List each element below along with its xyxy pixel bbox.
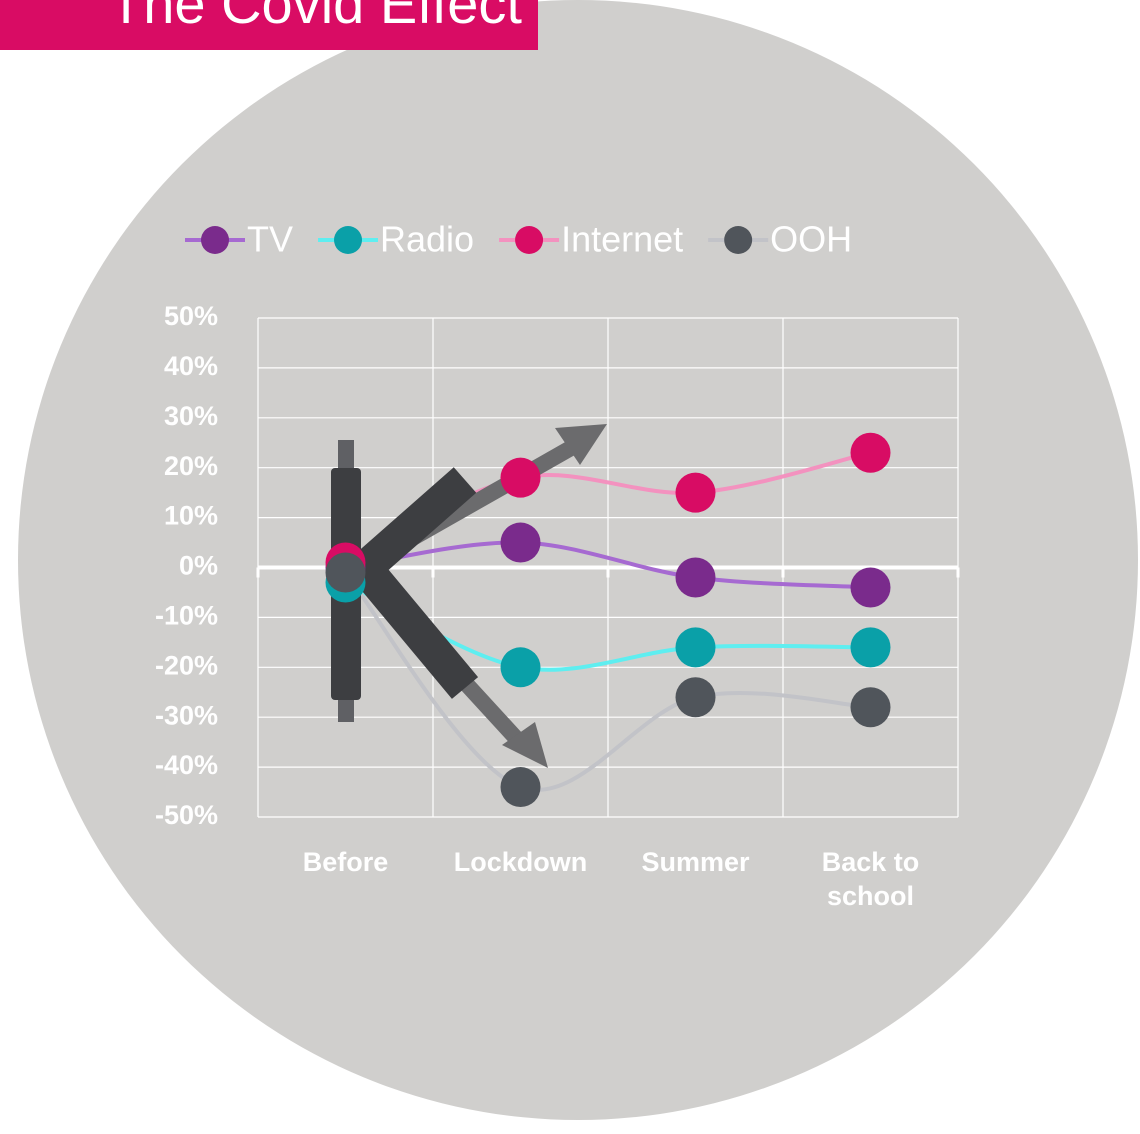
legend-marker [724, 226, 753, 254]
arrow-down-head [502, 722, 548, 768]
data-point [500, 457, 541, 498]
grid: -50% -40% -30% -20% -10% 0% 10% 20% 30% 40% 50% Bef… [155, 301, 960, 911]
data-point [850, 567, 891, 608]
data-point [675, 472, 716, 513]
data-point [675, 677, 716, 718]
legend-label: Radio [380, 219, 474, 260]
x-tick-label: Back to school [821, 847, 920, 911]
data-point [675, 557, 716, 598]
dots [325, 432, 891, 808]
title-box [0, 0, 538, 50]
y-tick-label: 30% [164, 401, 218, 431]
y-tick-label: -20% [155, 650, 218, 680]
arrow-up-head [555, 424, 607, 465]
y-tick-label: -30% [155, 700, 218, 730]
data-point [500, 522, 541, 563]
data-point [850, 687, 891, 728]
y-tick-label: -50% [155, 800, 218, 830]
x-tick-label: Summer [641, 847, 750, 877]
data-point [675, 627, 716, 668]
x-tick-label-box: Back to school [821, 847, 920, 911]
series-line [345, 540, 871, 590]
x-tick-label-box: Lockdown [453, 847, 588, 877]
x-tick-label: Before [302, 847, 389, 877]
legend-marker [334, 226, 363, 254]
x-tick-label-box: Before [302, 847, 389, 877]
y-tick-label: -40% [155, 750, 218, 780]
x-tick-label: Lockdown [453, 847, 588, 877]
legend: TV Radio Internet OOH [185, 219, 852, 260]
x-tick-label-box: Summer [641, 847, 750, 877]
legend-marker [201, 226, 229, 254]
legend-label: TV [247, 219, 293, 260]
y-tick-label: 0% [179, 551, 218, 581]
legend-label: OOH [770, 219, 852, 260]
y-tick-label: 50% [164, 301, 218, 331]
data-point [500, 767, 541, 808]
legend-marker [515, 226, 544, 254]
chart-title: The Covid Effect [109, 0, 522, 35]
data-point [850, 432, 891, 473]
y-tick-label: 40% [164, 351, 218, 381]
legend-label: Internet [561, 219, 683, 260]
data-point [850, 627, 891, 668]
y-tick-label: -10% [155, 601, 218, 631]
y-tick-label: 20% [164, 451, 218, 481]
data-point [325, 552, 366, 593]
data-point [500, 647, 541, 688]
series-line [343, 571, 871, 792]
background-circle [18, 0, 1138, 1120]
y-tick-label: 10% [164, 501, 218, 531]
